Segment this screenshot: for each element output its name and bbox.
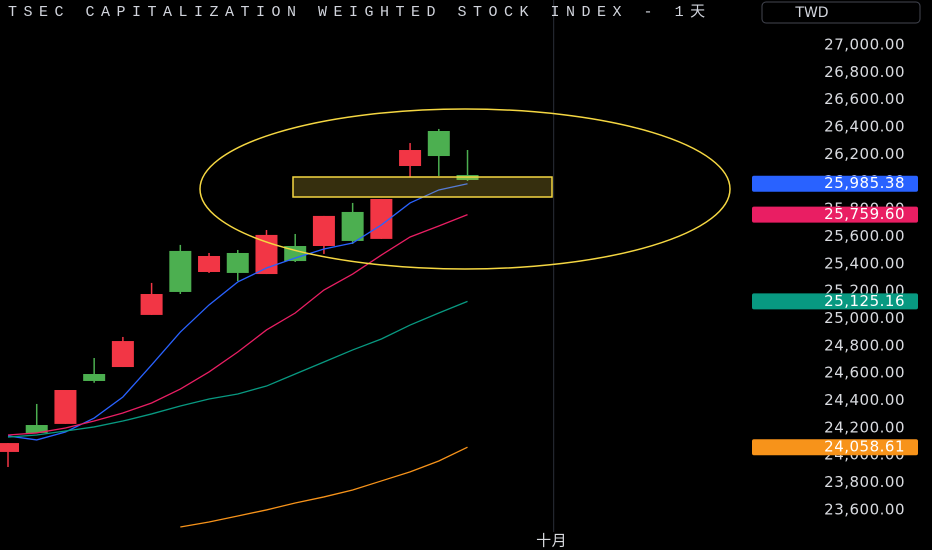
- price-badge-label: 25,759.60: [824, 205, 905, 223]
- price-badge: [752, 175, 918, 192]
- candle-body: [312, 215, 335, 247]
- currency-button-frame[interactable]: [761, 1, 921, 24]
- y-tick-label: 25,000.00: [824, 309, 905, 327]
- candle-body: [169, 250, 192, 292]
- candle-body: [427, 131, 450, 157]
- y-tick-label: 24,200.00: [824, 418, 905, 436]
- ma-line: [7, 183, 468, 441]
- price-badge: [752, 293, 918, 310]
- candle-body: [0, 443, 19, 452]
- candle-body: [54, 390, 77, 424]
- candle-body: [111, 341, 134, 368]
- y-tick-label: 24,400.00: [824, 391, 905, 409]
- price-badge-label: 25,125.16: [824, 292, 905, 310]
- price-badge-label: 25,985.38: [824, 174, 905, 192]
- currency-label[interactable]: TWD: [794, 5, 828, 21]
- currency-button[interactable]: TWD: [761, 1, 921, 24]
- ma-line: [7, 300, 468, 438]
- y-tick-label: 27,000.00: [824, 35, 905, 53]
- y-tick-label: 25,600.00: [824, 227, 905, 245]
- candle-body: [198, 255, 221, 272]
- y-tick-label: 24,800.00: [824, 336, 905, 354]
- y-tick-label: 26,400.00: [824, 118, 905, 136]
- highlight-ellipse: [199, 108, 731, 270]
- ma-line: [180, 446, 468, 528]
- price-badge-label: 24,058.61: [824, 438, 905, 456]
- y-tick-label: 26,800.00: [824, 63, 905, 81]
- highlight-zone: [292, 176, 553, 198]
- y-tick-label: 23,800.00: [824, 473, 905, 491]
- ma-line: [7, 214, 468, 436]
- candle-body: [341, 211, 364, 241]
- y-tick-label: 26,200.00: [824, 145, 905, 163]
- chart-title: TSEC CAPITALIZATION WEIGHTED STOCK INDEX…: [8, 4, 712, 21]
- y-tick-label: 25,400.00: [824, 254, 905, 272]
- y-tick-label: 26,600.00: [824, 90, 905, 108]
- candle-body: [140, 294, 163, 315]
- candle-body: [226, 252, 249, 273]
- x-tick-label: 十月: [536, 532, 567, 550]
- y-tick-label: 24,600.00: [824, 364, 905, 382]
- candle-body: [255, 234, 278, 275]
- y-tick-label: 23,600.00: [824, 500, 905, 518]
- candle-body: [83, 374, 106, 381]
- candle-body: [399, 150, 422, 167]
- price-badge: [752, 439, 918, 456]
- price-badge: [752, 206, 918, 223]
- candle-body: [25, 425, 48, 433]
